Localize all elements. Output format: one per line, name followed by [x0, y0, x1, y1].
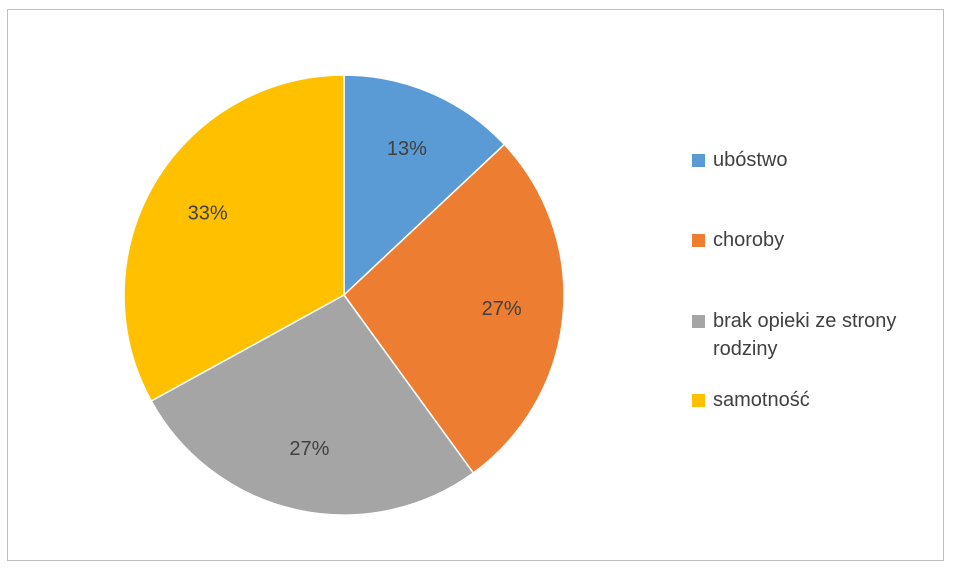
- legend-swatch: [692, 234, 705, 247]
- legend-item-brak-opieki: brak opieki ze strony rodziny: [692, 307, 948, 363]
- legend-item-samotnosc: samotność: [692, 386, 948, 414]
- legend-label: choroby: [713, 229, 785, 251]
- data-label-ubostwo: 13%: [387, 138, 427, 160]
- pie-slice-samotnosc: [123, 74, 345, 403]
- pie-slice-brak-opieki: [150, 294, 475, 516]
- legend-item-ubostwo: ubóstwo: [692, 146, 948, 174]
- legend-swatch: [692, 154, 705, 167]
- data-label-samotnosc: 33%: [188, 203, 228, 225]
- legend-swatch: [692, 394, 705, 407]
- pie-slice-choroby: [343, 143, 565, 475]
- legend-label: ubóstwo: [713, 149, 788, 171]
- data-label-brak-opieki: 27%: [289, 438, 329, 460]
- data-label-choroby: 27%: [482, 298, 522, 320]
- legend-label: brak opieki ze strony rodziny: [713, 310, 897, 360]
- pie-slice-ubostwo: [343, 74, 506, 297]
- legend-item-choroby: choroby: [692, 226, 948, 254]
- legend-label: samotność: [713, 389, 810, 411]
- legend-swatch: [692, 315, 705, 328]
